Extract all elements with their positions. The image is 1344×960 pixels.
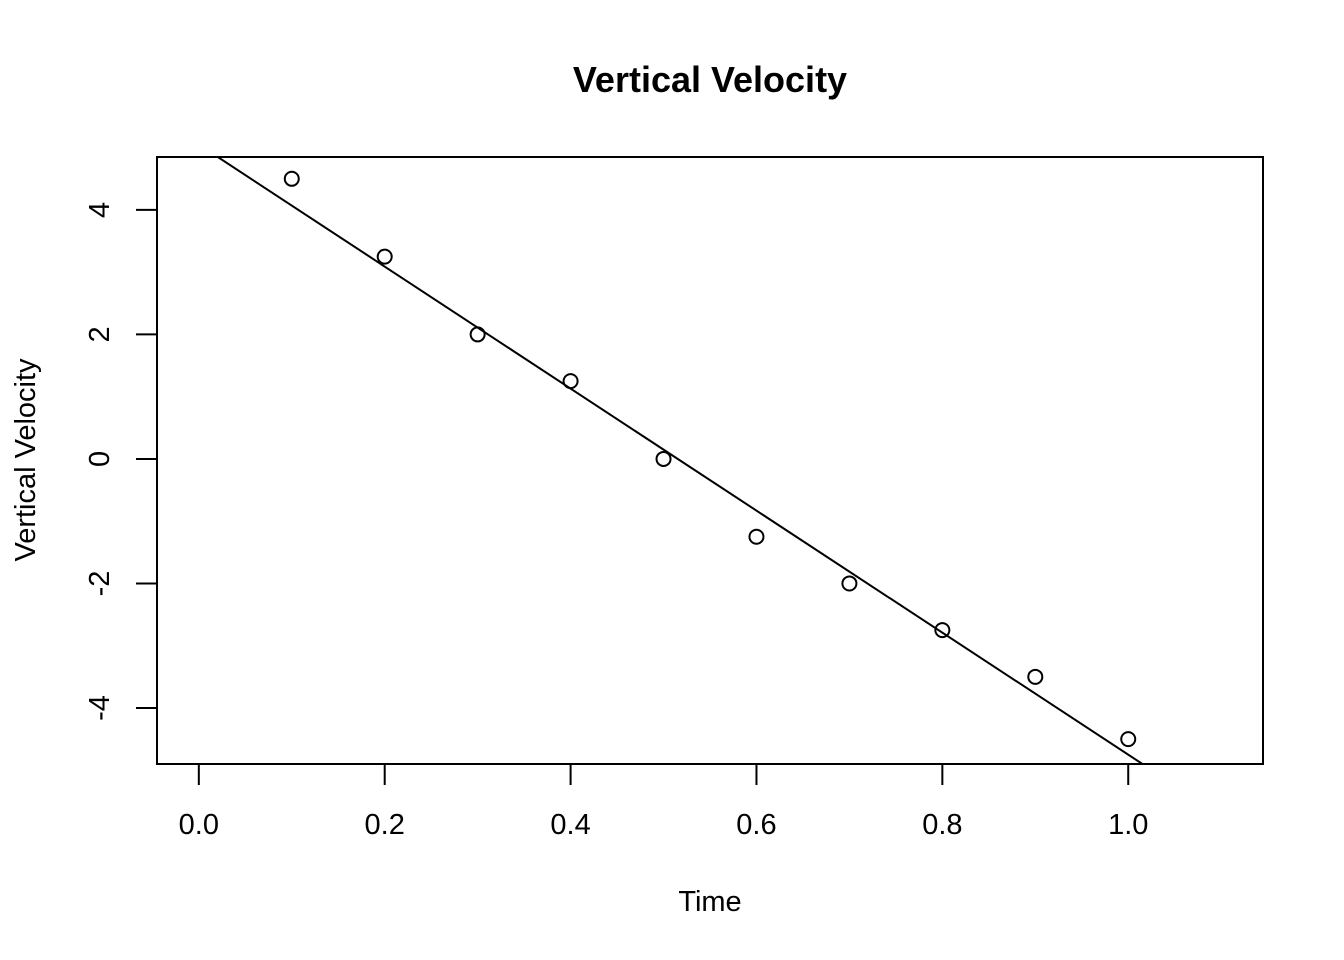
x-axis-label: Time bbox=[678, 886, 741, 918]
chart-title: Vertical Velocity bbox=[573, 59, 847, 100]
regression-line bbox=[215, 157, 1145, 764]
x-tick-label: 0.0 bbox=[179, 809, 219, 841]
y-tick-label: 0 bbox=[84, 451, 116, 467]
data-point bbox=[841, 575, 858, 592]
data-point bbox=[1027, 668, 1044, 685]
x-tick-label: 0.6 bbox=[736, 809, 776, 841]
data-point bbox=[469, 326, 486, 343]
data-point bbox=[655, 450, 672, 467]
x-tick-label: 0.4 bbox=[550, 809, 590, 841]
y-tick-label: -2 bbox=[84, 571, 116, 597]
data-point bbox=[748, 528, 765, 545]
data-point bbox=[562, 373, 579, 390]
y-tick-label: -4 bbox=[84, 695, 116, 721]
points-layer bbox=[283, 170, 1137, 748]
fit-line-layer bbox=[215, 157, 1145, 764]
x-tick-label: 1.0 bbox=[1108, 809, 1148, 841]
y-axis: -4 -2 0 2 4 bbox=[84, 202, 158, 721]
x-tick-label: 0.2 bbox=[365, 809, 405, 841]
y-tick-label: 4 bbox=[84, 202, 116, 218]
x-tick-label: 0.8 bbox=[922, 809, 962, 841]
data-point bbox=[376, 248, 393, 265]
x-axis: 0.0 0.2 0.4 0.6 0.8 1.0 bbox=[179, 763, 1148, 841]
data-point bbox=[1120, 731, 1137, 748]
data-point bbox=[934, 622, 951, 639]
y-axis-label: Vertical Velocity bbox=[10, 358, 42, 562]
data-point bbox=[283, 170, 300, 187]
plot-frame bbox=[156, 156, 1264, 765]
y-tick-label: 2 bbox=[84, 326, 116, 342]
